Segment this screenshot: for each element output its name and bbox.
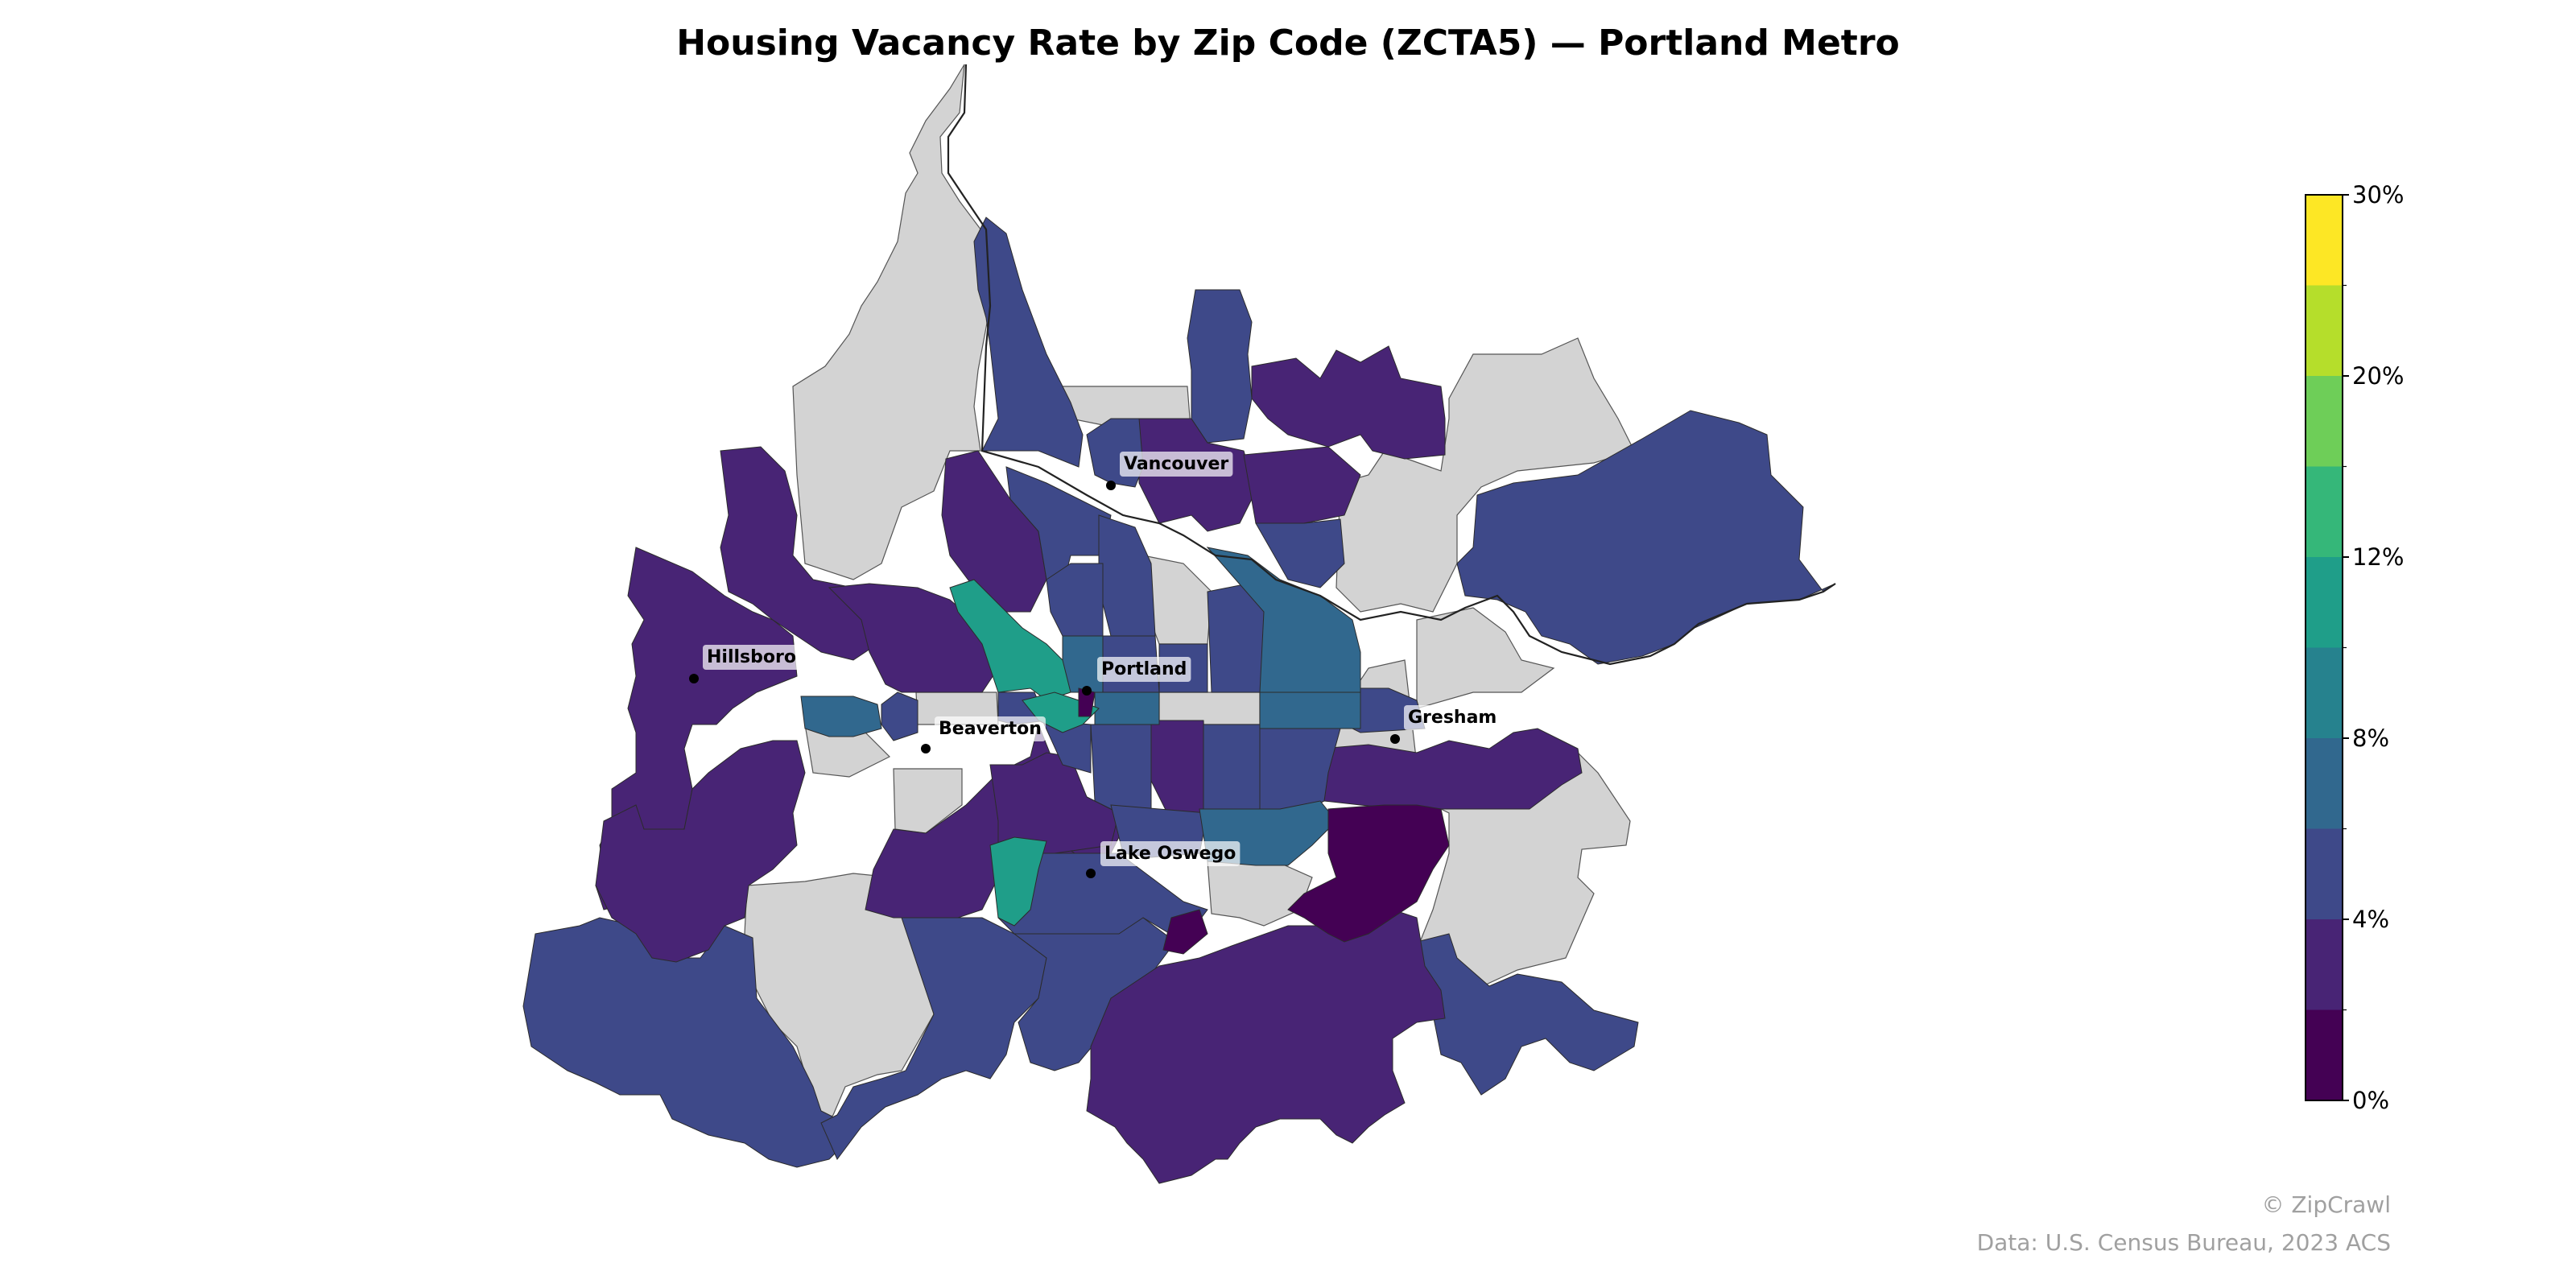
- city-label-background: [1120, 452, 1233, 477]
- zip-region: [1090, 724, 1152, 814]
- data-source: Data: U.S. Census Bureau, 2023 ACS: [1976, 1229, 2391, 1256]
- zip-region: [1013, 917, 1176, 1071]
- region-nodata-inner-2: [1158, 691, 1261, 725]
- colorbar-bin: [2306, 828, 2343, 919]
- colorbar-tick-label: 30%: [2352, 181, 2404, 208]
- colorbar-bin: [2306, 647, 2343, 738]
- colorbar-bin: [2306, 557, 2343, 648]
- zip-region: [1287, 804, 1450, 943]
- zip-region: [1162, 909, 1208, 955]
- colorbar-bin: [2306, 466, 2343, 557]
- zip-region: [1259, 691, 1361, 729]
- zip-region: [1416, 933, 1639, 1096]
- zip-region: [973, 217, 1084, 468]
- region-nodata-north: [792, 64, 991, 580]
- zip-region: [1046, 563, 1104, 637]
- colorbar-tick-label: 0%: [2352, 1087, 2389, 1114]
- zip-region: [989, 836, 1047, 927]
- city-label: Vancouver: [1124, 454, 1228, 474]
- zip-region: [1203, 724, 1265, 810]
- zip-region: [720, 446, 878, 661]
- zip-region: [1146, 720, 1208, 814]
- region-nodata-south-1: [1207, 861, 1313, 927]
- zip-region: [1005, 466, 1112, 588]
- zip-region: [1206, 547, 1361, 693]
- zip-region: [1187, 289, 1253, 444]
- region-nodata-inner-5: [893, 768, 963, 834]
- city-gresham: Gresham: [1390, 705, 1501, 744]
- city-portland: Portland: [1082, 657, 1191, 696]
- state-border-line: [947, 64, 1836, 666]
- city-dot: [921, 744, 931, 753]
- city-label-background: [703, 645, 800, 670]
- city-label: Hillsboro: [707, 647, 796, 667]
- city-label-background: [1100, 841, 1241, 866]
- colorbar-tick-label: 8%: [2352, 724, 2389, 752]
- colorbar: 0% 4% 8% 12% 20% 30%: [2305, 181, 2404, 1114]
- zip-region: [941, 450, 1047, 613]
- city-label-background: [1404, 705, 1501, 730]
- city-label: Portland: [1101, 659, 1187, 679]
- city-lake-oswego: Lake Oswego: [1086, 841, 1241, 878]
- zip-region: [881, 691, 919, 741]
- city-dot: [1086, 869, 1096, 878]
- city-dot: [1082, 686, 1092, 696]
- city-dot: [689, 674, 699, 683]
- zip-region: [1255, 518, 1345, 588]
- zip-region: [595, 740, 806, 963]
- map-title: Housing Vacancy Rate by Zip Code (ZCTA5)…: [676, 23, 1900, 64]
- city-label-background: [935, 716, 1046, 741]
- colorbar-bin: [2306, 919, 2343, 1010]
- city-dot: [1390, 734, 1400, 744]
- zip-region: [1243, 446, 1361, 524]
- city-label: Lake Oswego: [1104, 844, 1236, 864]
- zip-region: [1251, 345, 1446, 460]
- colorbar-bin: [2306, 1009, 2343, 1100]
- colorbar-tick-label: 4%: [2352, 906, 2389, 933]
- zip-region: [1311, 728, 1583, 810]
- zip-region: [1098, 514, 1156, 637]
- zip-region: [828, 583, 999, 693]
- colorbar-bin: [2306, 738, 2343, 829]
- city-label: Beaverton: [939, 719, 1042, 739]
- colorbar-tick-label: 20%: [2352, 362, 2404, 390]
- city-beaverton: Beaverton: [921, 716, 1046, 753]
- colorbar-bin: [2306, 285, 2343, 376]
- colorbar-bin: [2306, 195, 2343, 286]
- region-nodata-east-1: [1335, 337, 1635, 613]
- city-label-background: [1097, 657, 1191, 682]
- zip-regions: [522, 217, 1836, 1184]
- no-data-regions: [744, 64, 1635, 1129]
- brand-credit: © ZipCrawl: [2261, 1191, 2391, 1218]
- city-label: Gresham: [1408, 708, 1496, 728]
- city-vancouver: Vancouver: [1106, 452, 1233, 490]
- city-dot: [1106, 481, 1116, 490]
- colorbar-tick-label: 12%: [2352, 543, 2404, 571]
- city-markers: Vancouver Hillsboro Portland Beaverton Gresh…: [689, 452, 1501, 878]
- colorbar-bin: [2306, 376, 2343, 467]
- city-hillsboro: Hillsboro: [689, 645, 800, 683]
- region-nodata-east-2: [1416, 607, 1555, 709]
- zip-region: [1094, 691, 1160, 725]
- zip-region: [800, 696, 882, 737]
